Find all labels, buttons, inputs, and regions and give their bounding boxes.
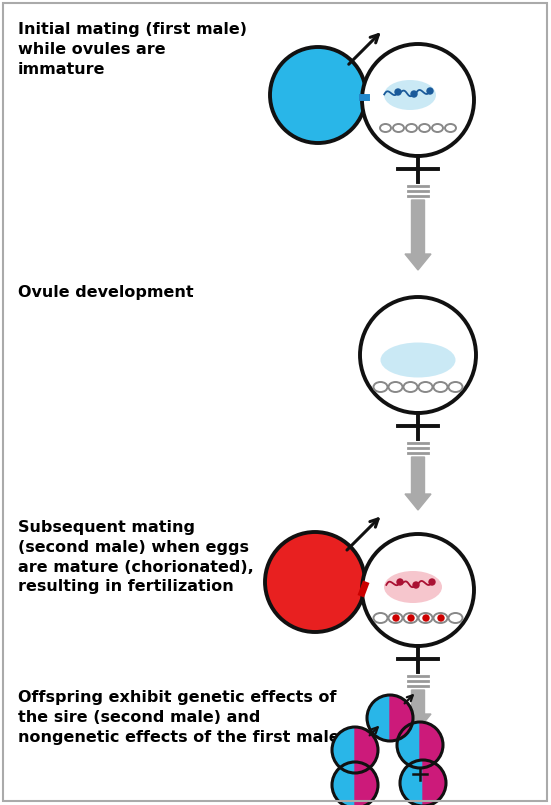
Ellipse shape — [434, 613, 447, 623]
Circle shape — [427, 88, 433, 94]
Polygon shape — [332, 762, 355, 805]
Circle shape — [397, 579, 403, 585]
Ellipse shape — [393, 124, 404, 132]
Ellipse shape — [374, 382, 387, 392]
Circle shape — [360, 297, 476, 413]
Ellipse shape — [384, 80, 436, 110]
Polygon shape — [355, 727, 378, 773]
Circle shape — [265, 532, 365, 632]
Ellipse shape — [381, 342, 456, 378]
Polygon shape — [332, 727, 355, 773]
FancyArrow shape — [405, 457, 431, 510]
Ellipse shape — [403, 382, 418, 392]
Text: Ovule development: Ovule development — [18, 285, 193, 300]
Polygon shape — [355, 762, 378, 805]
Ellipse shape — [403, 613, 418, 623]
FancyArrow shape — [405, 200, 431, 270]
Polygon shape — [423, 760, 446, 805]
Ellipse shape — [449, 613, 462, 623]
Ellipse shape — [388, 382, 402, 392]
Circle shape — [393, 615, 399, 621]
Ellipse shape — [374, 613, 387, 623]
FancyArrow shape — [405, 690, 431, 730]
Polygon shape — [420, 722, 443, 768]
Ellipse shape — [406, 124, 417, 132]
Text: Subsequent mating
(second male) when eggs
are mature (chorionated),
resulting in: Subsequent mating (second male) when egg… — [18, 520, 254, 594]
Circle shape — [395, 89, 401, 95]
Ellipse shape — [432, 124, 443, 132]
Circle shape — [423, 615, 429, 621]
Ellipse shape — [434, 382, 447, 392]
Circle shape — [429, 579, 435, 585]
Circle shape — [438, 615, 444, 621]
Ellipse shape — [388, 613, 402, 623]
Circle shape — [362, 44, 474, 156]
Circle shape — [270, 47, 366, 143]
Polygon shape — [400, 760, 423, 805]
Circle shape — [411, 91, 417, 97]
Ellipse shape — [384, 571, 442, 603]
Polygon shape — [390, 695, 413, 741]
Polygon shape — [397, 722, 420, 768]
Ellipse shape — [419, 124, 430, 132]
Polygon shape — [367, 695, 390, 741]
Circle shape — [408, 615, 414, 621]
Circle shape — [413, 582, 419, 588]
Ellipse shape — [380, 124, 391, 132]
Text: Offspring exhibit genetic effects of
the sire (second male) and
nongenetic effec: Offspring exhibit genetic effects of the… — [18, 690, 340, 745]
Circle shape — [362, 534, 474, 646]
Ellipse shape — [419, 382, 433, 392]
Ellipse shape — [449, 382, 462, 392]
Ellipse shape — [445, 124, 456, 132]
Ellipse shape — [419, 613, 433, 623]
Text: Initial mating (first male)
while ovules are
immature: Initial mating (first male) while ovules… — [18, 22, 247, 76]
